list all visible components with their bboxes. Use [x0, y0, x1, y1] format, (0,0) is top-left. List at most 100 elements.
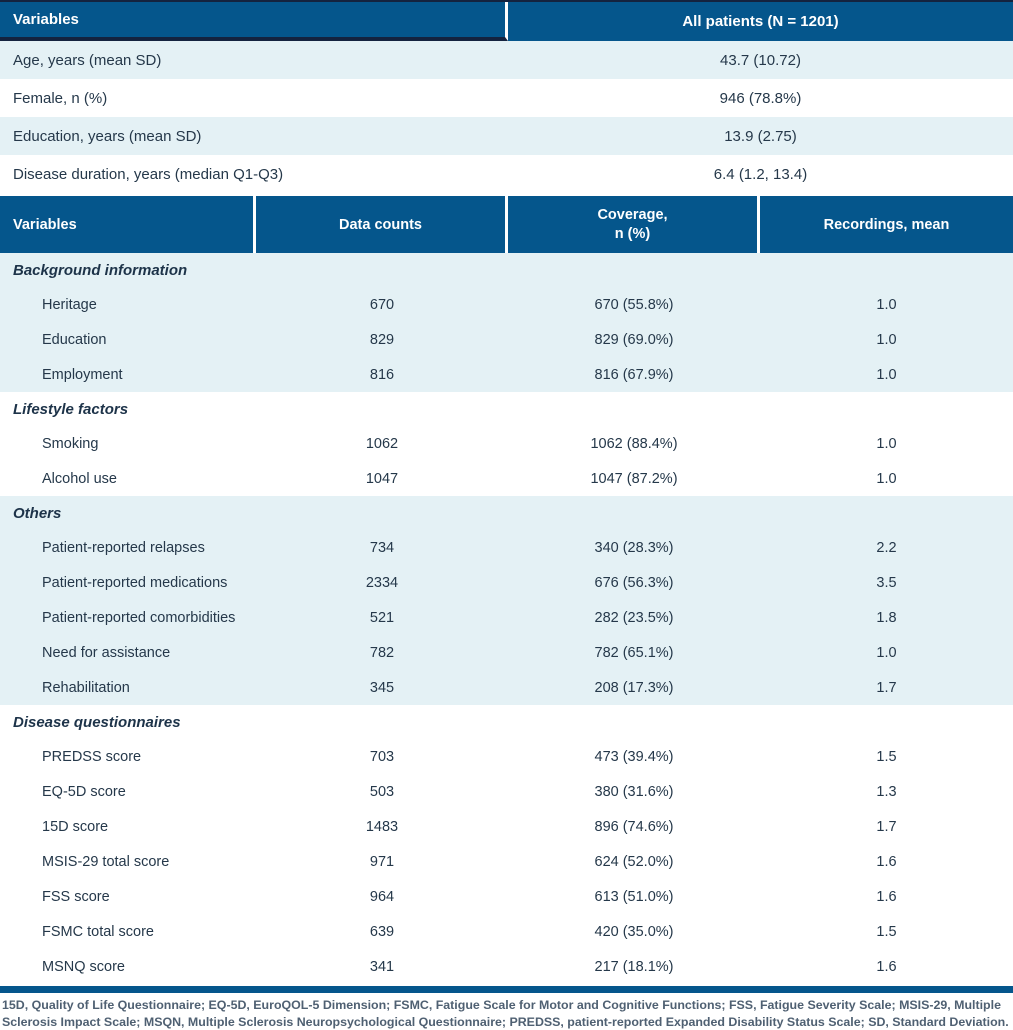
row-recordings-mean: 1.0: [876, 331, 897, 348]
row-label: Education, years (mean SD): [13, 127, 202, 145]
section-others: Others Patient-reported relapses 734 340…: [0, 496, 1013, 705]
row-recordings-mean: 1.0: [876, 366, 897, 383]
table-row: EQ-5D score 503 380 (31.6%) 1.3: [0, 774, 1013, 809]
section-disease-questionnaires: Disease questionnaires PREDSS score 703 …: [0, 705, 1013, 984]
row-recordings-mean: 3.5: [876, 574, 897, 591]
row-recordings-mean: 1.0: [876, 435, 897, 452]
row-label: FSS score: [42, 888, 110, 905]
row-label: Patient-reported comorbidities: [42, 609, 236, 626]
section-title: Background information: [13, 261, 188, 279]
row-label: MSNQ score: [42, 958, 125, 975]
row-recordings-mean: 2.2: [876, 539, 897, 556]
row-data-counts: 734: [369, 539, 395, 556]
row-label: EQ-5D score: [42, 783, 126, 800]
table-row: Patient-reported comorbidities 521 282 (…: [0, 600, 1013, 635]
table-row: Patient-reported medications 2334 676 (5…: [0, 565, 1013, 600]
row-data-counts: 341: [369, 958, 395, 975]
table-row: MSNQ score 341 217 (18.1%) 1.6: [0, 949, 1013, 984]
row-recordings-mean: 1.5: [876, 748, 897, 765]
row-data-counts: 703: [369, 748, 395, 765]
row-data-counts: 1483: [365, 818, 399, 835]
row-data-counts: 829: [369, 331, 395, 348]
section-title: Disease questionnaires: [13, 713, 181, 731]
table-row: Heritage 670 670 (55.8%) 1.0: [0, 287, 1013, 322]
row-label: Heritage: [42, 296, 97, 313]
footnote-abbreviations: 15D, Quality of Life Questionnaire; EQ-5…: [2, 998, 1009, 1029]
row-recordings-mean: 1.6: [876, 853, 897, 870]
row-label: Patient-reported relapses: [42, 539, 205, 556]
table-row: Education, years (mean SD) 13.9 (2.75): [0, 117, 1013, 155]
table-row: Employment 816 816 (67.9%) 1.0: [0, 357, 1013, 392]
row-recordings-mean: 1.7: [876, 679, 897, 696]
row-coverage: 816 (67.9%): [594, 366, 674, 383]
row-recordings-mean: 1.0: [876, 644, 897, 661]
row-label: Patient-reported medications: [42, 574, 228, 591]
section-title: Others: [13, 504, 62, 522]
demographics-table-header: Variables All patients (N = 1201): [0, 0, 1013, 41]
row-data-counts: 782: [369, 644, 395, 661]
row-coverage: 208 (17.3%): [594, 679, 674, 696]
row-value: 43.7 (10.72): [720, 51, 801, 69]
table-row: Patient-reported relapses 734 340 (28.3%…: [0, 530, 1013, 565]
data-counts-table: Variables Data counts Coverage, n (%) Re…: [0, 196, 1013, 984]
row-recordings-mean: 1.8: [876, 609, 897, 626]
row-recordings-mean: 1.3: [876, 783, 897, 800]
section-title: Lifestyle factors: [13, 400, 129, 418]
row-data-counts: 816: [369, 366, 395, 383]
table-row: 15D score 1483 896 (74.6%) 1.7: [0, 809, 1013, 844]
row-label: 15D score: [42, 818, 109, 835]
t2-coverage-header-line2: n (%): [614, 225, 651, 242]
row-coverage: 613 (51.0%): [594, 888, 674, 905]
row-label: Female, n (%): [13, 89, 108, 107]
demographics-table: Variables All patients (N = 1201) Age, y…: [0, 0, 1013, 193]
row-label: FSMC total score: [42, 923, 154, 940]
row-data-counts: 639: [369, 923, 395, 940]
row-label: Rehabilitation: [42, 679, 130, 696]
table-row: Disease duration, years (median Q1-Q3) 6…: [0, 155, 1013, 193]
row-label: Alcohol use: [42, 470, 117, 487]
row-recordings-mean: 1.6: [876, 958, 897, 975]
row-coverage: 1047 (87.2%): [590, 470, 678, 487]
row-recordings-mean: 1.5: [876, 923, 897, 940]
row-label: PREDSS score: [42, 748, 142, 765]
row-value: 13.9 (2.75): [724, 127, 797, 145]
table-row: MSIS-29 total score 971 624 (52.0%) 1.6: [0, 844, 1013, 879]
row-value: 946 (78.8%): [719, 89, 802, 107]
section-background-information: Background information Heritage 670 670 …: [0, 253, 1013, 392]
table-gap: [0, 193, 1013, 196]
row-coverage: 282 (23.5%): [594, 609, 674, 626]
row-label: Education: [42, 331, 107, 348]
row-coverage: 380 (31.6%): [594, 783, 674, 800]
row-value: 6.4 (1.2, 13.4): [713, 165, 808, 183]
row-data-counts: 971: [369, 853, 395, 870]
row-recordings-mean: 1.7: [876, 818, 897, 835]
row-coverage: 624 (52.0%): [594, 853, 674, 870]
divider-rule: [0, 986, 1013, 993]
row-data-counts: 670: [369, 296, 395, 313]
table-row: Rehabilitation 345 208 (17.3%) 1.7: [0, 670, 1013, 705]
t2-variables-header: Variables: [0, 196, 256, 253]
row-recordings-mean: 1.0: [876, 470, 897, 487]
t2-recordings-header: Recordings, mean: [823, 216, 950, 233]
row-data-counts: 1047: [365, 470, 399, 487]
table-row: Need for assistance 782 782 (65.1%) 1.0: [0, 635, 1013, 670]
row-coverage: 670 (55.8%): [594, 296, 674, 313]
table-row: Alcohol use 1047 1047 (87.2%) 1.0: [0, 461, 1013, 496]
table-row: FSS score 964 613 (51.0%) 1.6: [0, 879, 1013, 914]
row-label: Age, years (mean SD): [13, 51, 162, 69]
row-coverage: 340 (28.3%): [594, 539, 674, 556]
table-row: PREDSS score 703 473 (39.4%) 1.5: [0, 739, 1013, 774]
row-coverage: 217 (18.1%): [594, 958, 674, 975]
row-label: Disease duration, years (median Q1-Q3): [13, 165, 284, 183]
row-coverage: 782 (65.1%): [594, 644, 674, 661]
t2-data-counts-header: Data counts: [256, 196, 508, 253]
row-coverage: 420 (35.0%): [594, 923, 674, 940]
table-row: Education 829 829 (69.0%) 1.0: [0, 322, 1013, 357]
row-coverage: 829 (69.0%): [594, 331, 674, 348]
row-data-counts: 521: [369, 609, 395, 626]
t2-coverage-header-line1: Coverage,: [597, 206, 668, 223]
row-coverage: 473 (39.4%): [594, 748, 674, 765]
row-label: MSIS-29 total score: [42, 853, 170, 870]
section-lifestyle-factors: Lifestyle factors Smoking 1062 1062 (88.…: [0, 392, 1013, 496]
